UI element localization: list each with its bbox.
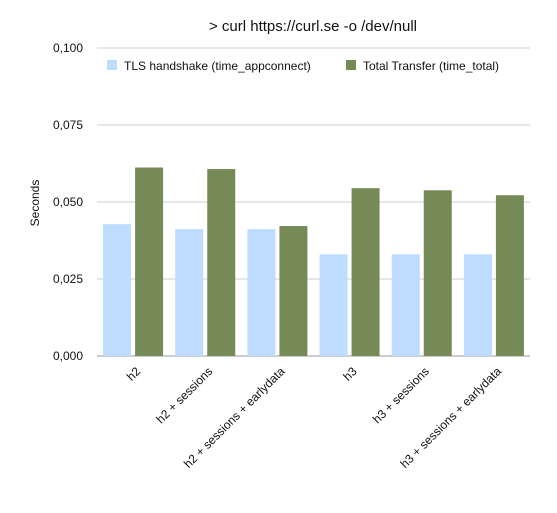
bars: [103, 167, 524, 356]
legend-swatch: [346, 60, 356, 70]
bar-tls-handshake: [463, 254, 492, 356]
x-tick-label: h2 + sessions: [153, 364, 215, 426]
y-tick-label: 0,075: [53, 118, 83, 132]
bar-total-transfer: [423, 190, 452, 356]
bar-total-transfer: [135, 167, 164, 356]
gridlines: [97, 47, 530, 357]
bar-total-transfer: [495, 195, 524, 356]
legend: TLS handshake (time_appconnect) Total Tra…: [107, 59, 499, 73]
bar-tls-handshake: [247, 229, 276, 356]
x-tick-label: h3 + sessions: [370, 364, 432, 426]
bar-total-transfer: [279, 226, 308, 356]
x-tick-label: h3: [340, 364, 360, 384]
bar-tls-handshake: [103, 224, 132, 356]
bar-tls-handshake: [319, 254, 348, 356]
bar-tls-handshake: [391, 254, 420, 356]
chart-title: > curl https://curl.se -o /dev/null: [209, 18, 417, 35]
legend-label: Total Transfer (time_total): [363, 59, 499, 73]
y-tick-label: 0,000: [53, 349, 83, 363]
bar-tls-handshake: [175, 229, 204, 356]
legend-swatch: [107, 60, 117, 70]
y-tick-labels: 0,000 0,025 0,050 0,075 0,100: [53, 41, 83, 363]
y-axis-label: Seconds: [28, 180, 42, 227]
x-tick-label: h2: [124, 364, 144, 384]
y-tick-label: 0,100: [53, 41, 83, 55]
y-tick-label: 0,050: [53, 195, 83, 209]
y-tick-label: 0,025: [53, 272, 83, 286]
legend-label: TLS handshake (time_appconnect): [124, 59, 311, 73]
bar-total-transfer: [351, 188, 380, 356]
bar-total-transfer: [207, 169, 236, 356]
